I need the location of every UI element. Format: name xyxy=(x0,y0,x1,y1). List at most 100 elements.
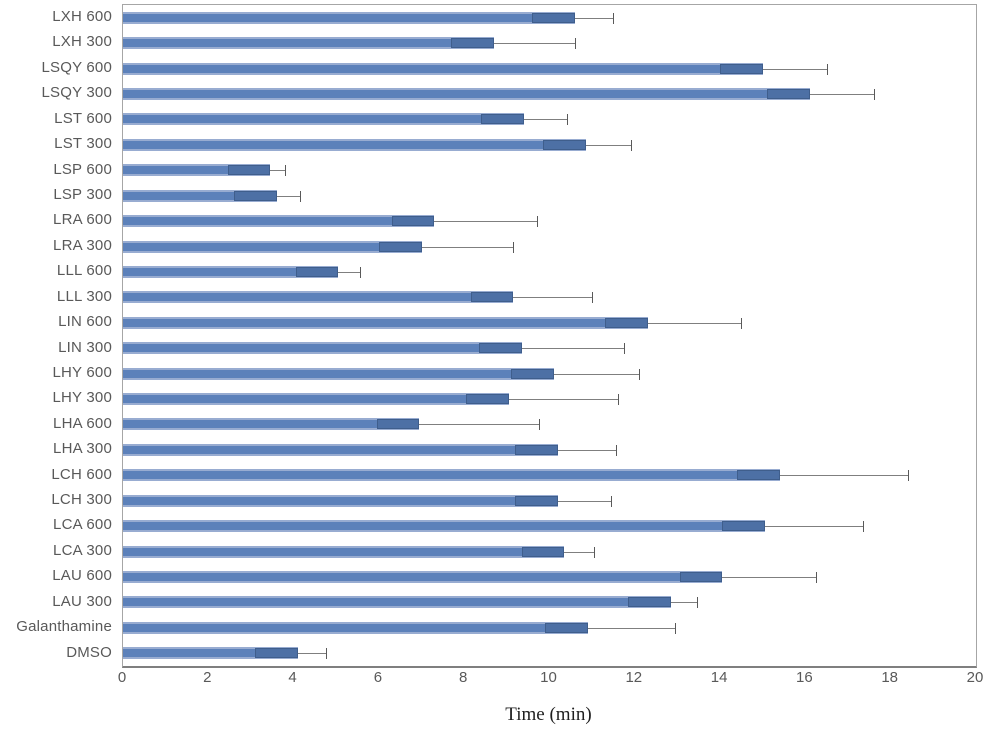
x-axis-tick-label: 6 xyxy=(373,669,383,686)
bar xyxy=(123,113,524,126)
bar-end-band xyxy=(255,648,298,659)
bar xyxy=(123,62,763,75)
bar xyxy=(123,316,648,329)
error-bar-cap xyxy=(624,343,626,355)
error-bar-line xyxy=(338,271,360,273)
error-bar-cap xyxy=(536,216,538,228)
bar-end-band xyxy=(543,139,586,150)
y-axis-label: LSQY 600 xyxy=(41,58,112,76)
y-axis-label: LRA 300 xyxy=(53,236,112,254)
bar-end-band xyxy=(722,521,765,532)
x-axis-tick-label: 20 xyxy=(966,669,984,686)
y-axis-label: LST 300 xyxy=(54,135,112,153)
x-axis-tick-label: 16 xyxy=(796,669,813,686)
bar xyxy=(123,596,672,609)
bar xyxy=(123,418,420,431)
error-bar-cap xyxy=(285,165,287,177)
error-bar-cap xyxy=(575,38,577,50)
y-axis-label: LSP 300 xyxy=(53,185,112,203)
bar-end-band xyxy=(233,190,277,201)
error-bar-line xyxy=(434,221,537,223)
error-bar-line xyxy=(421,246,514,248)
y-axis-label: LXH 300 xyxy=(52,33,112,51)
bar-end-band xyxy=(532,12,576,23)
bar xyxy=(123,545,565,558)
x-axis-ticks: 0 2 4 6 8 10 12 14 16 18 20 xyxy=(118,669,984,691)
bar-end-band xyxy=(479,343,522,354)
bar xyxy=(123,138,586,151)
bar xyxy=(123,494,559,507)
error-bar-cap xyxy=(907,470,909,482)
x-axis-tick-label: 14 xyxy=(710,669,728,686)
bar-end-band xyxy=(604,317,648,328)
bar-end-band xyxy=(521,546,565,557)
y-axis-label: LCH 600 xyxy=(51,465,112,483)
y-axis-label: LAU 300 xyxy=(52,592,112,610)
bar xyxy=(123,37,495,50)
error-bar-cap xyxy=(594,546,596,558)
bar-end-band xyxy=(378,241,422,252)
error-bar-cap xyxy=(513,241,515,253)
plot-area xyxy=(122,4,977,668)
error-bar-line xyxy=(521,348,625,350)
error-bar-line xyxy=(575,17,614,19)
bar xyxy=(123,647,298,660)
bar xyxy=(123,189,277,202)
error-bar-cap xyxy=(826,63,828,75)
error-bar-line xyxy=(764,526,863,528)
x-axis-title: Time (min) xyxy=(505,704,592,725)
y-axis-label: LCA 300 xyxy=(53,541,112,559)
x-axis-tick-label: 2 xyxy=(203,669,212,686)
y-axis-label: LHA 300 xyxy=(53,440,112,458)
y-axis-label: LSP 600 xyxy=(53,160,112,178)
bar xyxy=(123,571,723,584)
x-axis-tick-label: 8 xyxy=(459,669,468,686)
error-bar-line xyxy=(508,399,618,401)
bar-end-band xyxy=(466,394,509,405)
y-axis-label: LIN 600 xyxy=(58,313,112,331)
bar-end-band xyxy=(720,63,763,74)
error-bar-cap xyxy=(873,88,875,100)
y-axis-labels: LXH 600 LXH 300 LSQY 600 LSQY 300 LST 600 LST… xyxy=(0,4,112,665)
bar-end-band xyxy=(628,597,672,608)
error-bar-cap xyxy=(617,394,619,406)
error-bar-cap xyxy=(611,495,613,507)
error-bar-cap xyxy=(566,114,568,126)
error-bar-line xyxy=(762,68,827,70)
bar-end-band xyxy=(470,292,514,303)
bar xyxy=(123,393,509,406)
bar xyxy=(123,367,554,380)
bar-end-band xyxy=(545,622,588,633)
error-bar-line xyxy=(587,627,676,629)
y-axis-label: LHY 300 xyxy=(52,389,112,407)
y-axis-label: LCA 600 xyxy=(53,516,112,534)
bar-end-band xyxy=(481,114,524,125)
y-axis-label: LRA 600 xyxy=(53,211,112,229)
bar-end-band xyxy=(737,470,780,481)
error-bar-line xyxy=(419,424,539,426)
error-bar-line xyxy=(564,551,595,553)
error-bar-line xyxy=(585,144,631,146)
error-bar-cap xyxy=(816,572,818,584)
error-bar-cap xyxy=(538,419,540,431)
bar-end-band xyxy=(767,88,810,99)
error-bar-line xyxy=(523,119,567,121)
bar xyxy=(123,342,522,355)
bar xyxy=(123,265,339,278)
y-axis-label: LCH 300 xyxy=(51,491,112,509)
y-axis-label: LXH 600 xyxy=(52,8,112,25)
error-bar-cap xyxy=(675,622,677,634)
bar-end-band xyxy=(515,495,559,506)
bar-end-band xyxy=(679,572,723,583)
bar xyxy=(123,215,435,228)
bar xyxy=(123,443,559,456)
error-bar-line xyxy=(558,500,612,502)
error-bar-line xyxy=(513,297,593,299)
error-bar-cap xyxy=(615,444,617,456)
y-axis-label: LLL 300 xyxy=(56,287,112,305)
bar xyxy=(123,240,422,253)
error-bar-cap xyxy=(862,521,864,533)
bar xyxy=(123,621,588,634)
y-axis-label: Galanthamine xyxy=(16,618,112,636)
